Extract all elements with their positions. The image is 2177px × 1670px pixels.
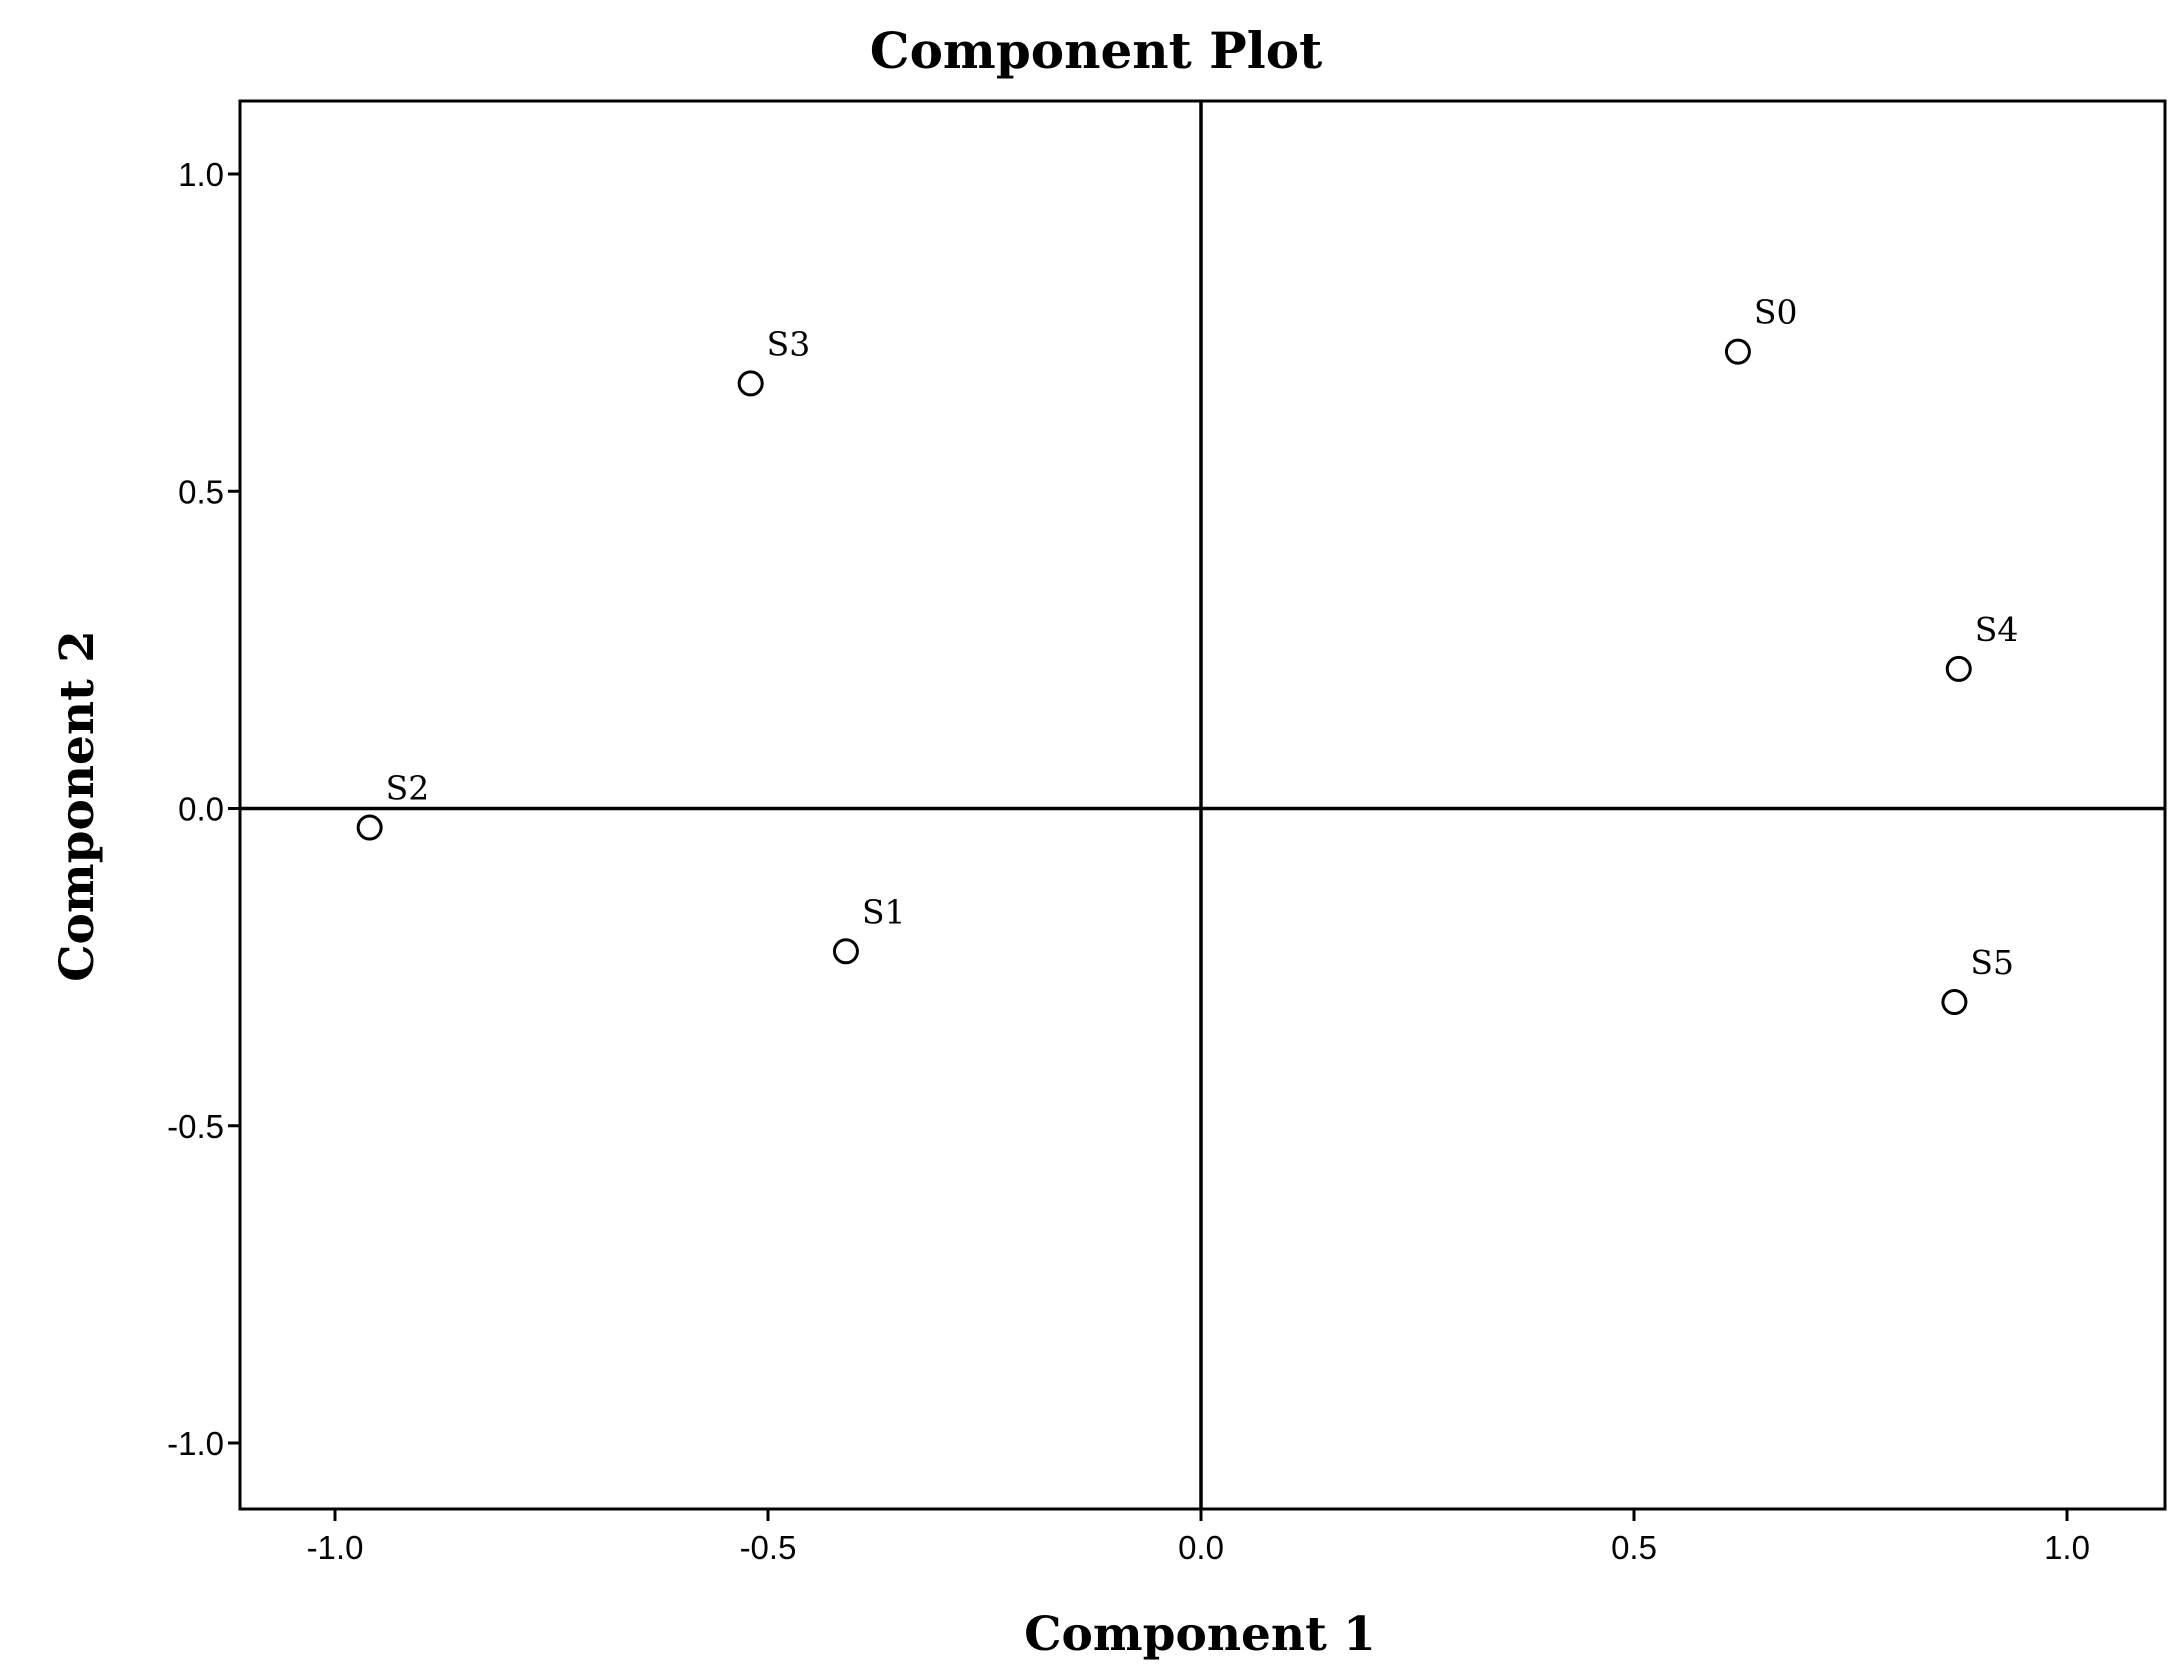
x-tick-label: -1.0 <box>307 1529 364 1566</box>
point-label-s0: S0 <box>1754 293 1798 332</box>
y-axis-ticks: -1.0 -0.5 0.0 0.5 1.0 <box>167 156 240 1462</box>
point-marker-s1 <box>832 938 859 965</box>
y-tick-label: -0.5 <box>167 1108 224 1145</box>
point-marker-s4 <box>1945 655 1972 682</box>
x-tick-label: 0.5 <box>1611 1529 1657 1566</box>
y-tick-label: 0.5 <box>178 473 224 510</box>
point-label-s3: S3 <box>767 324 811 363</box>
y-axis-title: Component 2 <box>50 630 105 982</box>
point-label-s5: S5 <box>1970 943 2014 982</box>
x-axis-ticks: -1.0 -0.5 0.0 0.5 1.0 <box>307 1509 2090 1566</box>
y-tick-label: 1.0 <box>178 156 224 193</box>
point-marker-s3 <box>737 370 764 397</box>
point-marker-s2 <box>356 814 383 841</box>
x-axis-title: Component 1 <box>1024 1607 1376 1662</box>
point-label-s2: S2 <box>386 769 430 808</box>
x-tick-label: 1.0 <box>2044 1529 2090 1566</box>
point-label-s4: S4 <box>1975 610 2019 649</box>
point-marker-s0 <box>1724 338 1751 365</box>
point-marker-s5 <box>1941 989 1968 1016</box>
data-points: S0 S1 S2 S3 S4 S5 <box>356 293 2019 1016</box>
x-tick-label: -0.5 <box>740 1529 797 1566</box>
point-label-s1: S1 <box>862 892 906 931</box>
reference-lines <box>240 101 2165 1509</box>
y-tick-label: 0.0 <box>178 791 224 828</box>
chart-title: Component Plot <box>870 21 1322 80</box>
y-tick-label: -1.0 <box>167 1425 224 1462</box>
x-tick-label: 0.0 <box>1178 1529 1224 1566</box>
